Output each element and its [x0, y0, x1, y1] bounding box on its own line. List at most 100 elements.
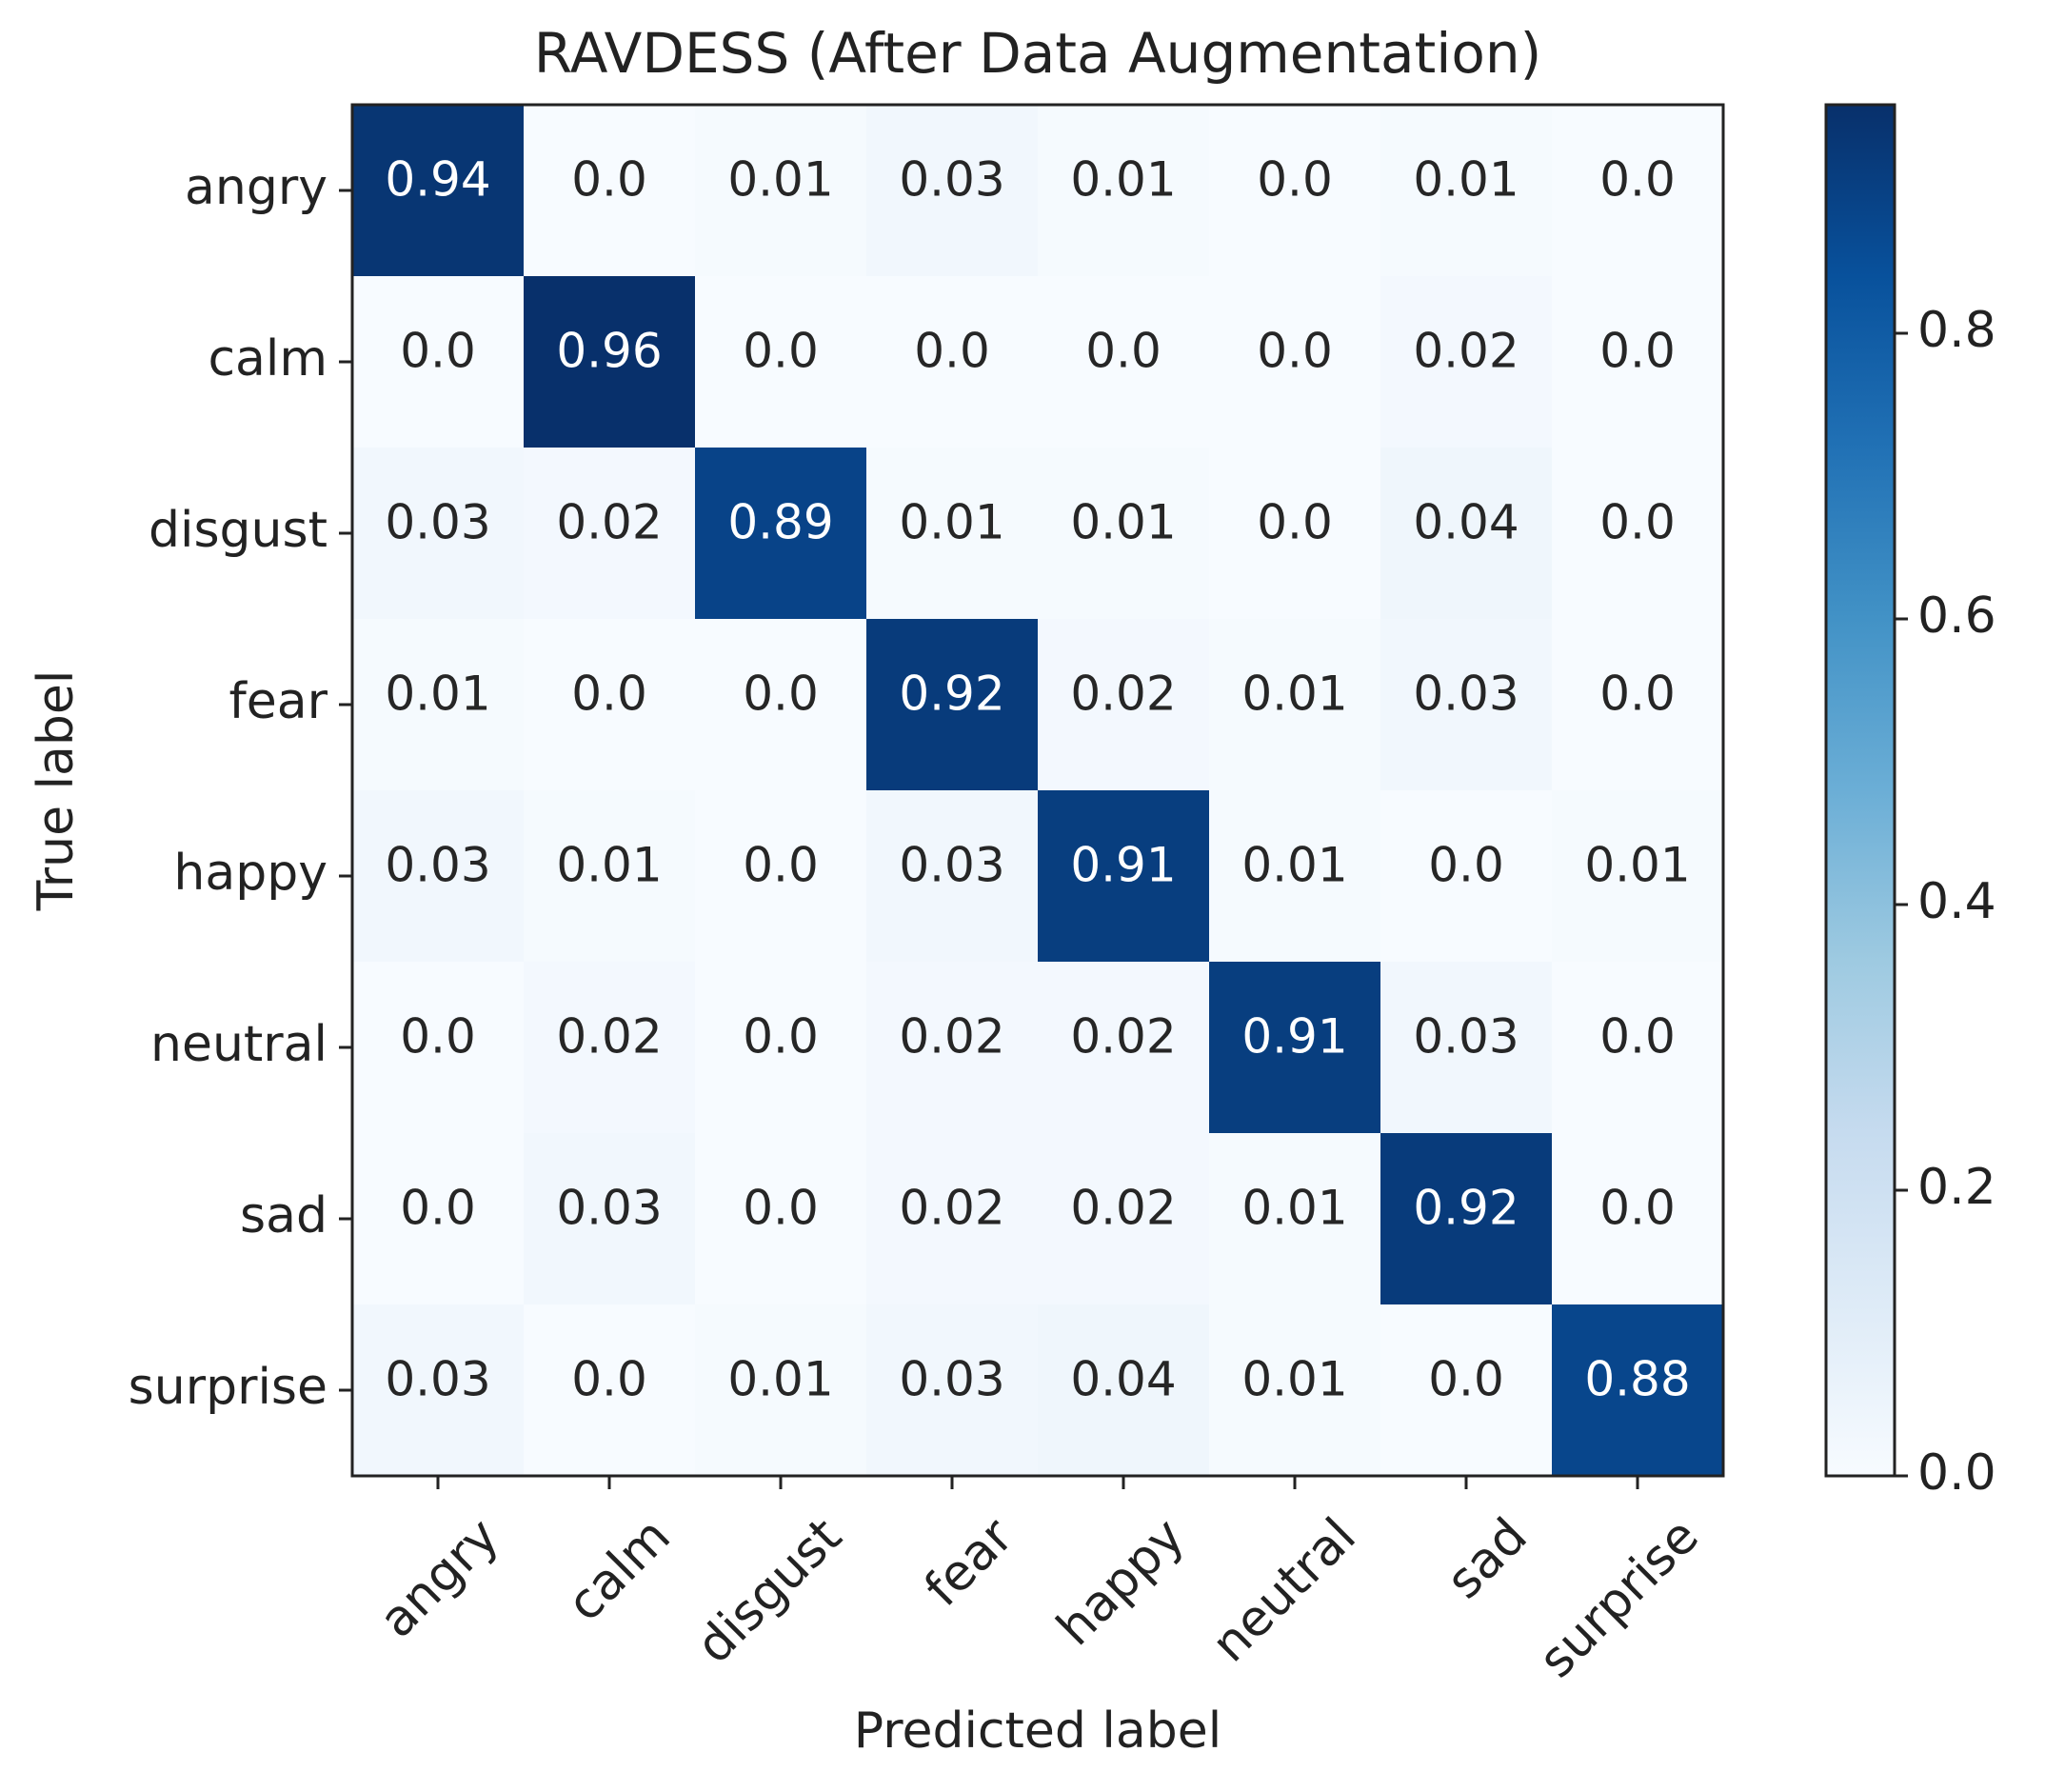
y-tick-label: angry [185, 159, 328, 216]
cell-value-label: 0.91 [1241, 1009, 1347, 1065]
cell-value-label: 0.0 [914, 324, 990, 379]
cell-value-label: 0.02 [556, 1009, 662, 1065]
cell-value-label: 0.0 [400, 1009, 476, 1065]
cell-value-label: 0.04 [1070, 1352, 1176, 1407]
heatmap-cell [695, 962, 867, 1134]
heatmap-cell [1552, 1133, 1724, 1305]
heatmap-cell [1209, 276, 1381, 448]
cell-value-label: 0.03 [899, 838, 1004, 893]
cell-value-label: 0.0 [1428, 838, 1504, 893]
heatmap-cells [352, 105, 1724, 1477]
cell-value-label: 0.91 [1070, 838, 1176, 893]
colorbar-ticks: 0.0 0.2 0.4 0.6 0.8 [1895, 302, 1996, 1502]
heatmap-cell [866, 276, 1039, 448]
x-tick-label: neutral [1201, 1507, 1367, 1673]
heatmap-cell [1380, 448, 1553, 620]
heatmap-cell [352, 276, 525, 448]
cell-value-label: 0.89 [727, 495, 833, 550]
heatmap-cell [524, 1133, 696, 1305]
heatmap-cell [1380, 962, 1553, 1134]
cell-value-label: 0.02 [556, 495, 662, 550]
cell-value-label: 0.03 [385, 838, 490, 893]
heatmap-cell [866, 1304, 1039, 1477]
cell-value-label: 0.02 [1070, 1181, 1176, 1236]
cell-value-label: 0.0 [1085, 324, 1161, 379]
heatmap-cell [1552, 276, 1724, 448]
cell-value-label: 0.0 [743, 1181, 819, 1236]
cell-value-label: 0.0 [743, 667, 819, 722]
cell-value-label: 0.0 [400, 324, 476, 379]
cell-value-labels: 0.94 0.0 0.01 0.03 0.01 0.0 0.01 0.0 0.0 0.96 0.0 0… [385, 152, 1690, 1407]
y-tick-label: disgust [149, 502, 328, 559]
cell-value-label: 0.01 [727, 152, 833, 208]
x-tick-label: fear [914, 1507, 1024, 1618]
heatmap-cell [352, 1304, 525, 1477]
cell-value-label: 0.01 [385, 667, 490, 722]
cell-value-label: 0.02 [899, 1009, 1004, 1065]
heatmap-cell [1209, 448, 1381, 620]
heatmap-cell [1380, 105, 1553, 277]
heatmap-cell [866, 619, 1039, 791]
heatmap-cell [524, 962, 696, 1134]
matrix-frame [350, 103, 1725, 1478]
heatmap-cell [695, 790, 867, 963]
cell-value-label: 0.03 [899, 1352, 1004, 1407]
heatmap-cell [1380, 1304, 1553, 1477]
cell-value-label: 0.94 [385, 152, 490, 208]
cell-value-label: 0.03 [385, 1352, 490, 1407]
heatmap-cell [1038, 276, 1210, 448]
colorbar-tick-label: 0.4 [1917, 873, 1996, 930]
cell-value-label: 0.04 [1413, 495, 1519, 550]
cell-value-label: 0.0 [571, 1352, 647, 1407]
cell-value-label: 0.03 [556, 1181, 662, 1236]
heatmap-cell [1038, 619, 1210, 791]
cell-value-label: 0.02 [899, 1181, 1004, 1236]
cell-value-label: 0.0 [1599, 667, 1676, 722]
cell-value-label: 0.01 [1413, 152, 1519, 208]
heatmap-cell [695, 1304, 867, 1477]
cell-value-label: 0.01 [899, 495, 1004, 550]
y-tick-label: sad [240, 1187, 328, 1244]
heatmap-cell [1380, 1133, 1553, 1305]
heatmap-cell [1380, 619, 1553, 791]
cell-value-label: 0.92 [899, 667, 1004, 722]
heatmap-cell [1209, 105, 1381, 277]
heatmap-cell [352, 105, 525, 277]
chart-title: RAVDESS (After Data Augmentation) [534, 21, 1541, 86]
x-tick-label: disgust [685, 1507, 852, 1674]
cell-value-label: 0.02 [1070, 1009, 1176, 1065]
heatmap-cell [1552, 619, 1724, 791]
heatmap-cell [1038, 1304, 1210, 1477]
cell-value-label: 0.01 [1584, 838, 1690, 893]
heatmap-cell [1380, 276, 1553, 448]
y-tick-label: happy [173, 845, 328, 902]
colorbar-tick-label: 0.2 [1917, 1159, 1996, 1216]
heatmap-cell [1038, 105, 1210, 277]
heatmap-cell [524, 448, 696, 620]
heatmap-cell [524, 105, 696, 277]
heatmap-cell [524, 1304, 696, 1477]
heatmap-cell [866, 790, 1039, 963]
heatmap-cell [695, 105, 867, 277]
cell-value-label: 0.0 [1599, 1009, 1676, 1065]
heatmap-cell [1209, 619, 1381, 791]
colorbar-tick-label: 0.6 [1917, 587, 1996, 645]
cell-value-label: 0.01 [1241, 1352, 1347, 1407]
x-tick-label: sad [1436, 1507, 1538, 1609]
heatmap-cell [1380, 790, 1553, 963]
heatmap-cell [695, 276, 867, 448]
heatmap-cell [1209, 962, 1381, 1134]
heatmap-cell [352, 619, 525, 791]
heatmap-cell [1552, 105, 1724, 277]
cell-value-label: 0.92 [1413, 1181, 1519, 1236]
heatmap-cell [1209, 790, 1381, 963]
cell-value-label: 0.01 [1241, 1181, 1347, 1236]
x-tick-label: surprise [1528, 1507, 1709, 1688]
x-tick-label: angry [368, 1507, 509, 1648]
cell-value-label: 0.0 [571, 152, 647, 208]
y-axis-ticks: angry calm disgust fear happy neutral sad surpr… [129, 159, 352, 1416]
cell-value-label: 0.0 [1257, 152, 1333, 208]
cell-value-label: 0.0 [1257, 324, 1333, 379]
cell-value-label: 0.0 [1428, 1352, 1504, 1407]
